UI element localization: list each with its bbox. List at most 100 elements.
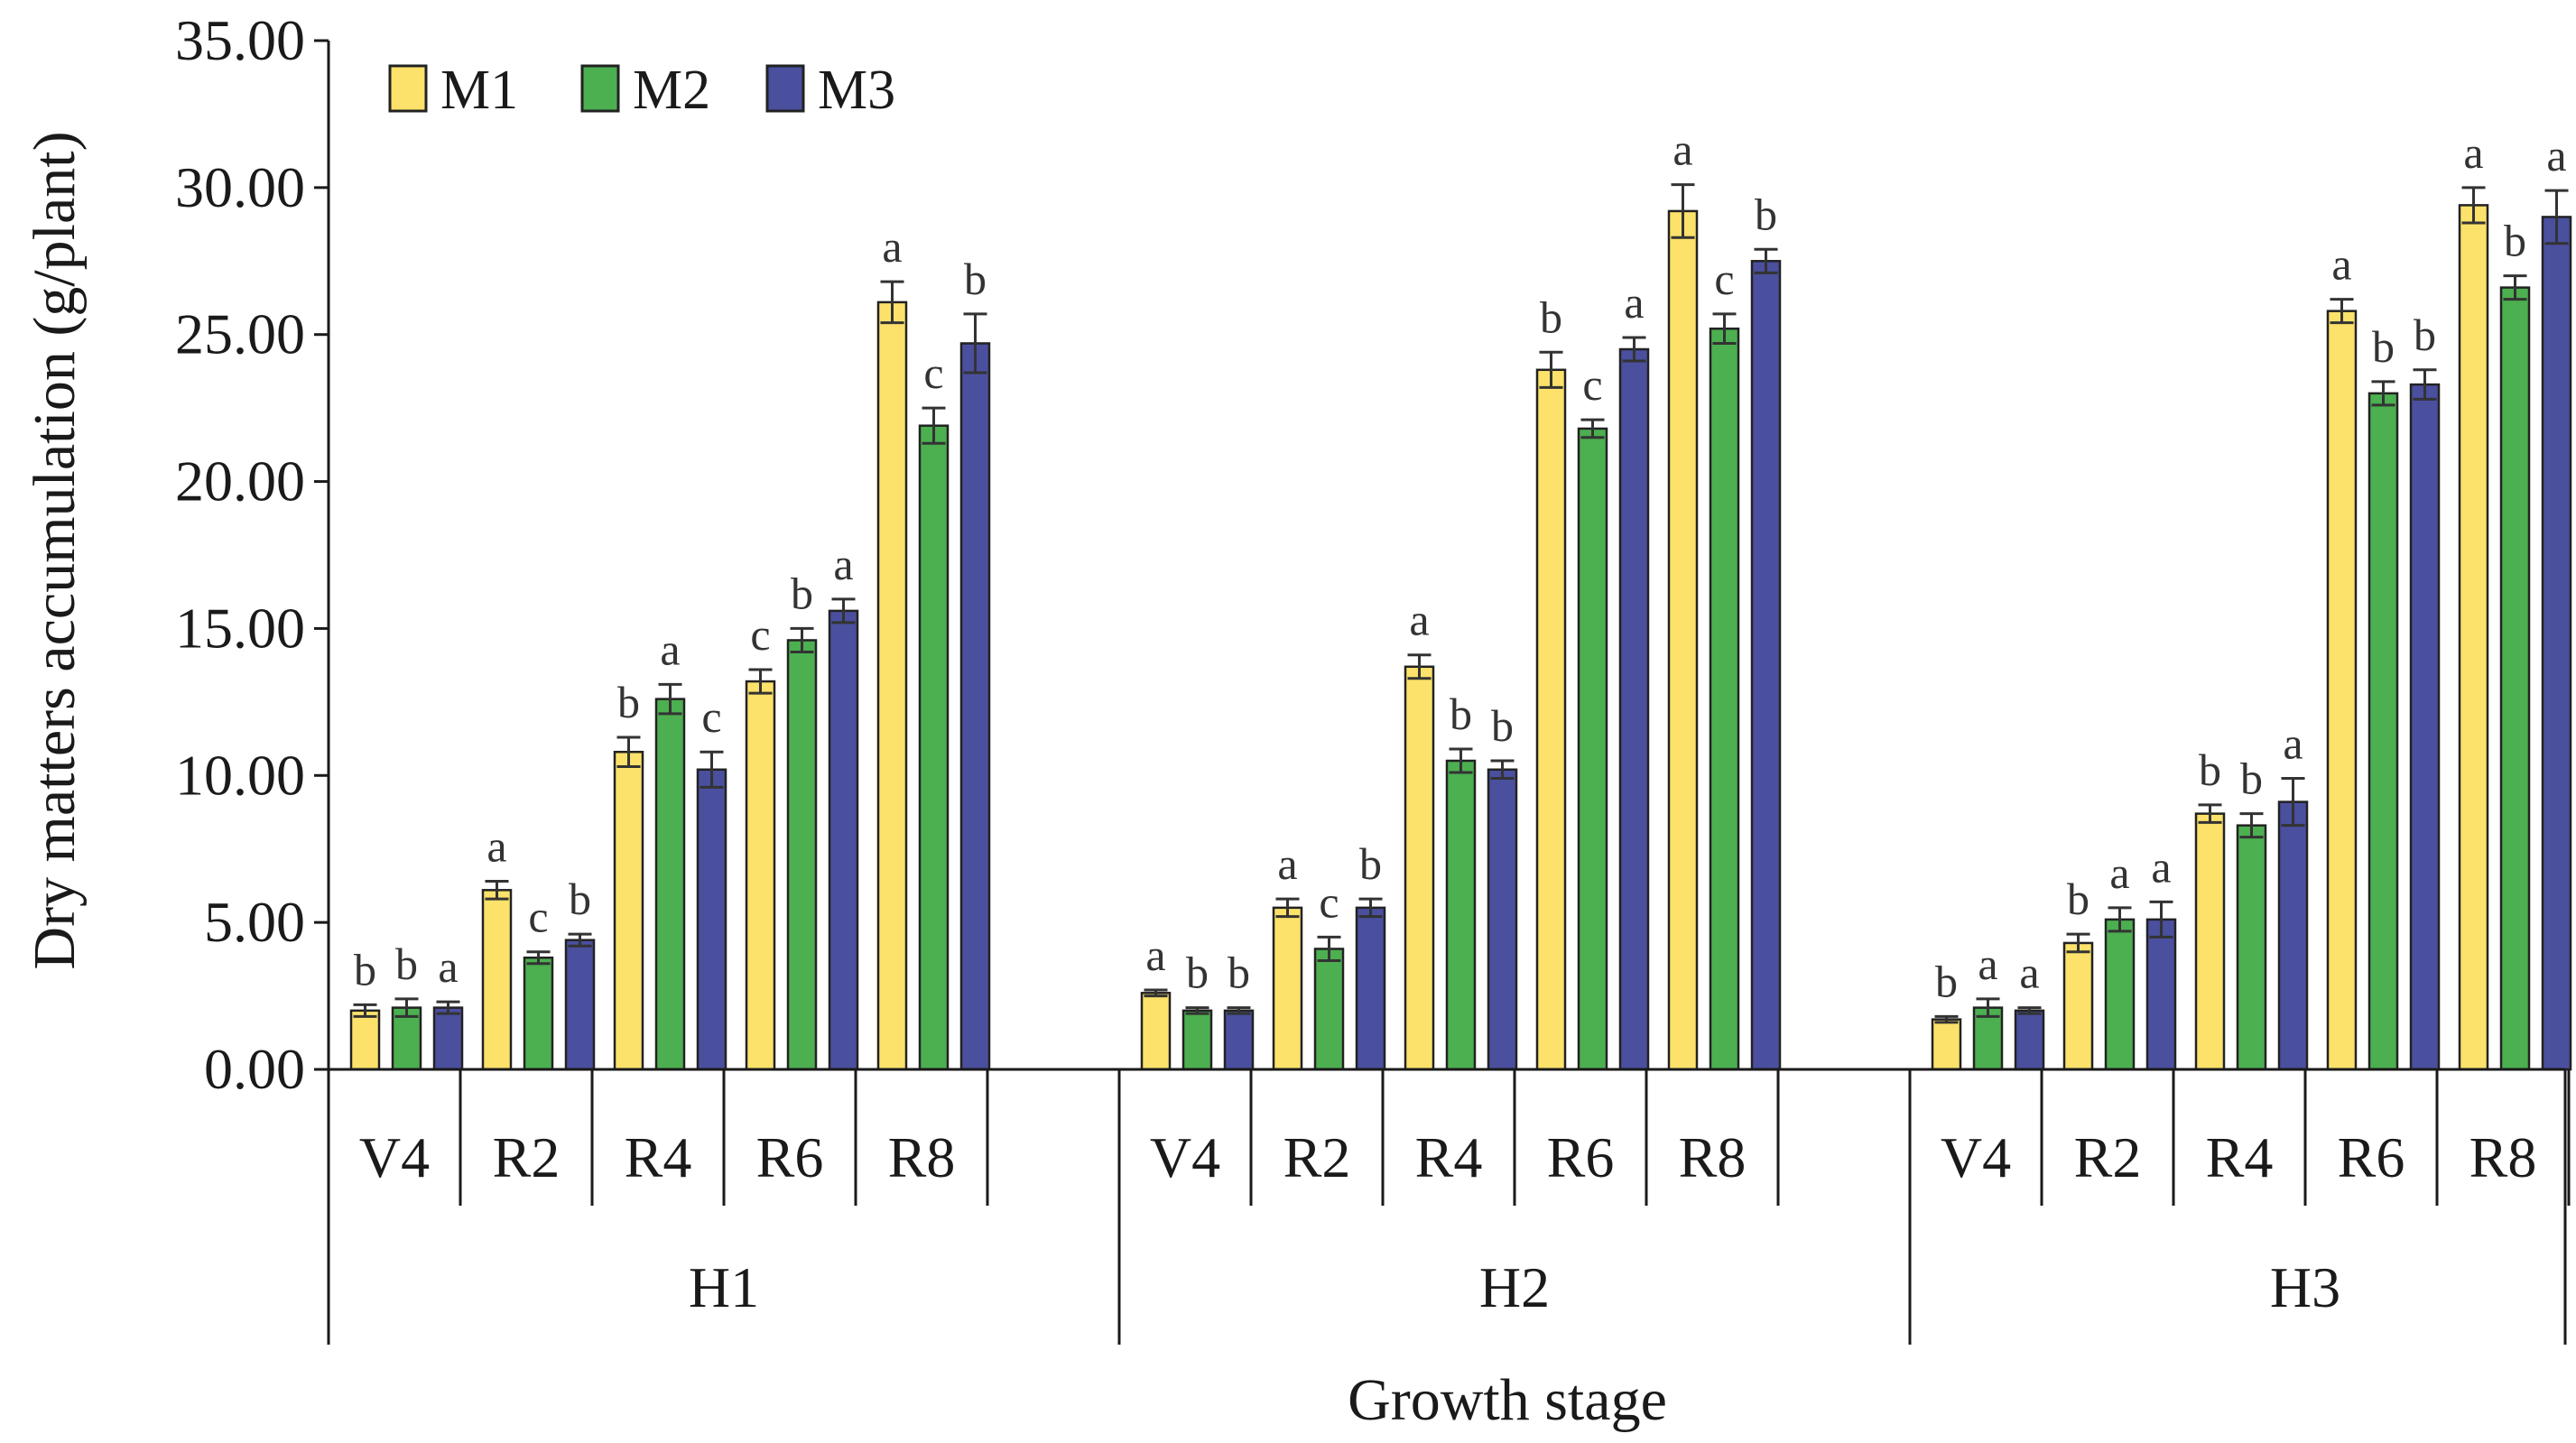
bar-m3 (1355, 906, 1386, 1071)
bar-m2 (654, 698, 686, 1071)
significance-label: b (2414, 310, 2436, 360)
y-axis-title: Dry matters accumulation (g/plant) (22, 131, 88, 969)
significance-label: b (395, 939, 418, 989)
bar-m1 (1140, 992, 1172, 1071)
stage-label: R2 (493, 1125, 561, 1189)
significance-label: a (1673, 125, 1692, 175)
bar-m2 (1709, 327, 1740, 1071)
significance-label: a (1277, 838, 1297, 889)
significance-label: a (438, 941, 458, 992)
bar-m3 (2409, 383, 2441, 1071)
bar-m2 (2104, 918, 2136, 1071)
y-tick-label: 15.00 (175, 596, 305, 660)
significance-label: a (833, 539, 853, 589)
group-label: H3 (2270, 1255, 2340, 1319)
significance-label: a (1624, 277, 1644, 328)
bar-m3 (2145, 918, 2177, 1071)
significance-label: b (2240, 754, 2263, 804)
stage-label: R6 (756, 1125, 824, 1189)
bar-m2 (1577, 427, 1608, 1071)
bar-m1 (1535, 368, 1567, 1071)
x-axis-title: Growth stage (1348, 1367, 1667, 1433)
significance-label: b (791, 568, 813, 618)
bar-m1 (2194, 812, 2226, 1071)
legend-label-m1: M1 (440, 60, 518, 121)
significance-label: a (660, 624, 680, 674)
y-tick-label: 5.00 (204, 890, 305, 954)
significance-label: a (1409, 595, 1429, 645)
significance-label: a (1145, 930, 1165, 980)
significance-label: a (486, 821, 506, 872)
bar-m1 (349, 1009, 381, 1071)
significance-label: b (1540, 291, 1562, 342)
significance-label: b (1186, 948, 1209, 998)
stage-label: R6 (2338, 1125, 2405, 1189)
significance-label: b (2504, 216, 2526, 266)
bar-m3 (2277, 800, 2309, 1071)
bar-m2 (786, 639, 818, 1071)
stage-label: R8 (2469, 1125, 2537, 1189)
bar-m2 (2499, 286, 2531, 1071)
bar-m2 (2368, 392, 2399, 1071)
significance-label: a (2019, 948, 2039, 998)
bar-m3 (2014, 1009, 2045, 1071)
bar-m2 (2236, 824, 2267, 1071)
bar-m3 (959, 342, 991, 1071)
bar-m1 (2326, 310, 2358, 1071)
significance-label: b (354, 944, 376, 994)
x-axis: V4 R2 R4 R6 R8 H1 V4 R2 R4 R6 R8 H2 V4 R2 R4 R6 R8 H3 (327, 1068, 2571, 1345)
significance-label: a (882, 221, 902, 272)
significance-label: a (2331, 239, 2351, 290)
legend: M1 M2 M3 (388, 60, 895, 121)
significance-label: b (964, 254, 987, 304)
bar-m3 (564, 939, 596, 1071)
bar-m1 (1931, 1018, 1962, 1071)
stage-label: R8 (888, 1125, 956, 1189)
y-tick-label: 35.00 (175, 8, 305, 72)
bar-m1 (1404, 665, 1435, 1071)
bar-m1 (2062, 941, 2094, 1071)
significance-label: a (2546, 130, 2566, 180)
significance-label: b (1755, 189, 1777, 239)
legend-swatch-m1 (388, 64, 428, 113)
bar-m2 (1445, 759, 1477, 1071)
bar-m3 (1750, 260, 1782, 1071)
bar-m2 (918, 424, 950, 1071)
significance-label: b (1450, 689, 1472, 739)
significance-label: a (2283, 718, 2303, 769)
stage-label: R4 (625, 1125, 692, 1189)
y-tick-label: 0.00 (204, 1037, 305, 1101)
bar-m3 (1618, 347, 1650, 1071)
significance-label: c (750, 609, 770, 660)
stage-label: R6 (1547, 1125, 1615, 1189)
y-axis: 0.00 5.00 10.00 15.00 20.00 25.00 30.00 35.00 (175, 8, 330, 1101)
stage-label: R4 (1415, 1125, 1483, 1189)
bar-m3 (828, 609, 859, 1071)
significance-label: b (2199, 745, 2221, 795)
stage-label: V4 (1941, 1125, 2011, 1189)
bar-m1 (745, 680, 776, 1071)
bar-m2 (1972, 1006, 2004, 1071)
y-tick-label: 10.00 (175, 743, 305, 807)
significance-label: b (1359, 838, 1382, 889)
significance-label: a (2109, 847, 2129, 898)
y-tick-label: 20.00 (175, 449, 305, 513)
significance-label: c (1582, 359, 1602, 410)
significance-label: a (1978, 939, 1997, 989)
bar-m3 (2541, 216, 2572, 1071)
legend-swatch-m3 (765, 64, 805, 113)
bar-m1 (1272, 906, 1303, 1071)
significance-label: b (569, 874, 591, 924)
bar-m3 (432, 1006, 464, 1071)
y-tick-label: 25.00 (175, 302, 305, 366)
significance-label: c (923, 347, 943, 398)
bar-m1 (481, 889, 513, 1071)
bar-m3 (1223, 1009, 1255, 1071)
significance-label: a (2463, 127, 2483, 178)
significance-label: b (1228, 948, 1250, 998)
bar-m3 (696, 768, 727, 1071)
significance-label: b (1935, 956, 1958, 1006)
significance-label: b (2067, 874, 2090, 924)
bar-m3 (1487, 768, 1518, 1071)
